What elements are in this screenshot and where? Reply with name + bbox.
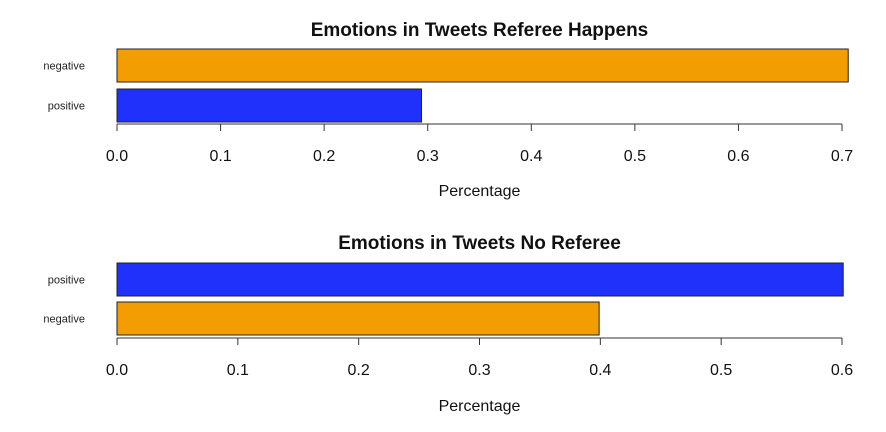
x-tick-label: 0.7 (831, 148, 853, 165)
x-tick-label: 0.0 (106, 362, 128, 379)
x-tick-label: 0.3 (417, 148, 439, 165)
category-label-negative: negative (43, 314, 85, 326)
x-tick-label: 0.2 (348, 362, 370, 379)
x-tick-label: 0.3 (468, 362, 490, 379)
x-tick-label: 0.4 (589, 362, 611, 379)
bar-positive (116, 262, 844, 297)
x-tick-label: 0.0 (106, 148, 128, 165)
bar-negative (116, 301, 600, 336)
x-axis-label: Percentage (439, 398, 521, 415)
x-tick-label: 0.4 (520, 148, 542, 165)
x-tick-label: 0.6 (727, 148, 749, 165)
x-tick-label: 0.1 (227, 362, 249, 379)
category-label-negative: negative (43, 61, 85, 73)
x-axis-label: Percentage (439, 183, 521, 200)
chart-title: Emotions in Tweets No Referee (338, 233, 621, 254)
chart-title: Emotions in Tweets Referee Happens (311, 20, 649, 41)
category-label-positive: positive (48, 101, 85, 113)
bar-negative (116, 48, 849, 83)
x-tick-label: 0.5 (710, 362, 732, 379)
x-tick-label: 0.1 (209, 148, 231, 165)
bar-positive (116, 88, 422, 123)
x-tick-label: 0.2 (313, 148, 335, 165)
x-tick-label: 0.5 (624, 148, 646, 165)
category-label-positive: positive (48, 275, 85, 287)
x-tick-label: 0.6 (831, 362, 853, 379)
